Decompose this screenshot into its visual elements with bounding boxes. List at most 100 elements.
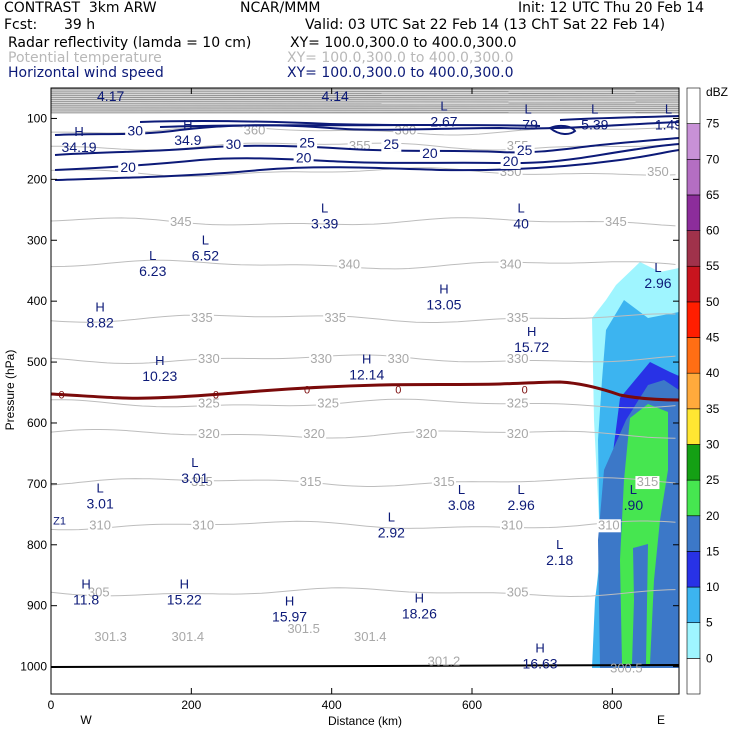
wind-label-bg [125,124,146,139]
reflectivity-field [592,262,679,668]
colorbar-swatch [686,123,701,160]
west-end-label: W [80,713,92,727]
extremum-value: 6.52 [192,248,219,264]
y-tick-label: 1000 [20,660,47,674]
stratosphere-theta-line [51,96,679,99]
y-tick-label: 500 [27,355,47,369]
colorbar-level-label: 50 [706,295,720,309]
theta-contour-line [51,217,676,227]
colorbar-swatch [686,479,701,517]
wind-label-bg [419,147,440,162]
theta-contour-label: 335 [324,310,346,325]
theta-contour-line [51,313,676,323]
theta-contour-line [51,354,676,365]
extremum-value: 2.67 [430,114,457,130]
zero-line-label: 0 [213,389,219,401]
extremum-mark: L [525,102,532,117]
x-axis-label: Distance (km) [328,714,402,728]
extremum-value: 11.8 [73,592,99,608]
theta-contour-label: 315 [191,474,213,489]
colorbar-level-label: 20 [706,509,720,523]
zero-line-label: 0 [522,384,528,396]
extremum-value: 34.9 [174,132,201,148]
theta-contour-label: 330 [507,351,529,366]
extremum-mark: L [107,73,114,88]
extremum-mark: L [591,102,598,117]
colorbar-swatch [686,408,701,445]
extremum-mark: H [180,577,189,592]
colorbar-level-label: 65 [706,188,720,202]
theta-contour-line [51,398,676,409]
east-end-label: E [657,713,665,727]
extremum-mark: L [321,200,328,215]
colorbar-level-label: 10 [706,580,720,594]
surface-line [51,664,679,668]
y-tick-label: 900 [27,599,47,613]
wind-label-bg [500,154,521,169]
stratosphere-theta-line [51,88,679,90]
extremum-mark: H [439,281,448,296]
colorbar-swatch [686,444,701,481]
extremum-mark: L [388,510,395,525]
field-theta-xy: XY= 100.0,300.0 to 400.0,300.0 [287,50,514,66]
reflectivity-colorbar: dBZ 0 5 10 15 20 25 30 35 40 45 50 55 60 65 70 75 [686,85,728,695]
stratosphere-theta-line [51,105,679,107]
extremum-value: 6.23 [139,263,166,279]
theta-contour-label: 335 [191,310,213,325]
wind-contour-30 [54,121,679,136]
theta-label-bg [189,476,214,490]
theta-label-bg [645,166,670,180]
wind-contour-20 [54,143,679,171]
colorbar-swatch [686,301,701,338]
surface-theta-label: 300.5 [610,661,643,676]
extremum-mark: L [630,482,637,497]
x-tick-label: 200 [181,698,201,712]
zero-line-label: 0 [395,384,401,396]
extremum-mark: H [527,324,536,339]
extremum-mark: L [332,73,339,88]
surface-theta-label: 301.4 [354,629,387,644]
theta-label-bg [309,353,334,367]
zero-line-label: 0 [304,384,310,396]
init-time: Init: 12 UTC Thu 20 Feb 14 [518,0,705,16]
theta-contour-label: 350 [647,164,669,179]
extremum-value: 4.14 [322,88,349,104]
extremum-mark: L [518,482,525,497]
field-wind-xy: XY= 100.0,300.0 to 400.0,300.0 [287,65,514,81]
y-tick-label: 300 [27,233,47,247]
colorbar-level-label: 25 [706,473,720,487]
extremum-value: 12.14 [349,366,384,382]
wind-contour-jet-a [159,124,401,128]
theta-contour-label: 320 [416,426,438,441]
y-tick-label: 200 [27,172,47,186]
theta-label-bg [505,586,530,600]
colorbar-level-label: 55 [706,259,720,273]
stratosphere-theta-line [51,111,679,113]
wind-closed-contour [548,124,577,135]
field-reflectivity-xy: XY= 100.0,300.0 to 400.0,300.0 [290,35,517,51]
theta-label-bg [191,519,216,533]
theta-contour-label: 320 [303,426,325,441]
extremum-mark: L [97,480,104,495]
theta-contour-label: 305 [507,584,529,599]
wind-contour-jet-b [559,115,679,121]
colorbar-level-label: 35 [706,402,720,416]
theta-contour-label: 315 [300,474,322,489]
zero-line-label: 0 [58,389,64,401]
field-reflectivity-name: Radar reflectivity (lamda = 10 cm) [8,35,252,51]
wind-contour-label: 20 [503,153,519,169]
theta-label-bg [414,427,439,441]
extremum-mark: H [183,117,192,132]
stratosphere-theta-lines [51,88,679,113]
wind-label-bg [297,136,318,151]
reflectivity-25dbz [620,404,668,664]
theta-label-bg [386,353,411,367]
wind-contour-label: 25 [517,142,533,158]
theta-contour-line [51,587,676,598]
wind-label-bg [381,137,402,152]
stratosphere-theta-line [51,101,679,103]
extremum-value: 3.39 [311,215,338,231]
theta-label-bg [316,397,341,411]
theta-label-bg [596,519,621,533]
